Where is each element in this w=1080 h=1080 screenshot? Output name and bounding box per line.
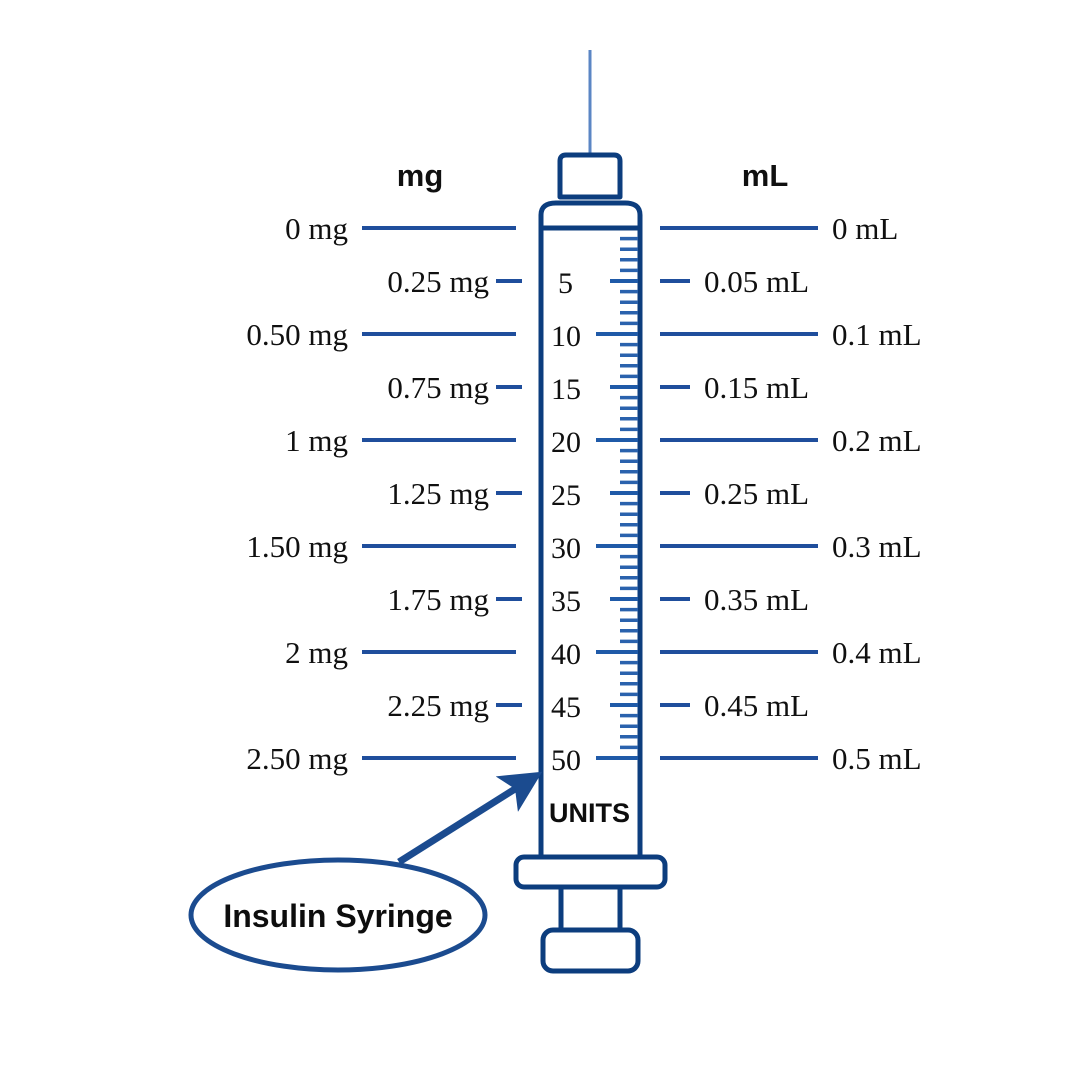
ml-label-2: 0.1 mL: [832, 317, 922, 352]
needle-group: [557, 50, 623, 200]
mg-label-5: 1.25 mg: [387, 476, 489, 511]
ml-label-8: 0.4 mL: [832, 635, 922, 670]
callout-label: Insulin Syringe: [223, 898, 452, 934]
ml-label-9: 0.45 mL: [704, 688, 809, 723]
barrel-number-50: 50: [551, 744, 581, 777]
barrel-number-30: 30: [551, 532, 581, 565]
ml-label-1: 0.05 mL: [704, 264, 809, 299]
barrel-number-20: 20: [551, 426, 581, 459]
barrel-number-25: 25: [551, 479, 581, 512]
callout-group: Insulin Syringe: [188, 771, 543, 973]
barrel-number-35: 35: [551, 585, 581, 618]
barrel-shoulder: [538, 200, 643, 230]
column-header-mg: mg: [397, 158, 444, 193]
mg-label-8: 2 mg: [285, 635, 348, 670]
barrel-number-10: 10: [551, 320, 581, 353]
barrel-number-40: 40: [551, 638, 581, 671]
ml-label-5: 0.25 mL: [704, 476, 809, 511]
needle-hub: [557, 152, 623, 200]
plunger-thumb-pad: [540, 927, 641, 974]
ml-label-3: 0.15 mL: [704, 370, 809, 405]
ml-label-10: 0.5 mL: [832, 741, 922, 776]
mg-label-6: 1.50 mg: [246, 529, 348, 564]
ml-label-6: 0.3 mL: [832, 529, 922, 564]
mg-label-2: 0.50 mg: [246, 317, 348, 352]
barrel-number-5: 5: [558, 267, 573, 300]
ml-label-0: 0 mL: [832, 211, 898, 246]
barrel-units-caption: UNITS: [549, 798, 630, 828]
mg-label-1: 0.25 mg: [387, 264, 489, 299]
mg-label-0: 0 mg: [285, 211, 348, 246]
mg-label-7: 1.75 mg: [387, 582, 489, 617]
plunger-group: [513, 854, 668, 974]
barrel-graduation-ticks: [596, 236, 638, 760]
plunger-flange: [513, 854, 668, 890]
barrel-unit-numbers: 5 10 15 20 25 30 35 40 45 50: [551, 267, 581, 777]
barrel-number-45: 45: [551, 691, 581, 724]
column-header-ml: mL: [742, 158, 789, 193]
mg-label-9: 2.25 mg: [387, 688, 489, 723]
mg-label-10: 2.50 mg: [246, 741, 348, 776]
callout-ellipse: [188, 857, 488, 973]
ml-label-7: 0.35 mL: [704, 582, 809, 617]
barrel-number-15: 15: [551, 373, 581, 406]
mg-label-4: 1 mg: [285, 423, 348, 458]
ml-label-column: 0 mL 0.05 mL 0.1 mL 0.15 mL 0.2 mL 0.25 …: [660, 211, 922, 776]
mg-label-3: 0.75 mg: [387, 370, 489, 405]
ml-label-4: 0.2 mL: [832, 423, 922, 458]
callout-arrow-icon: [397, 771, 543, 865]
mg-label-column: 0 mg 0.25 mg 0.50 mg 0.75 mg 1 mg 1.25 m…: [246, 211, 522, 776]
